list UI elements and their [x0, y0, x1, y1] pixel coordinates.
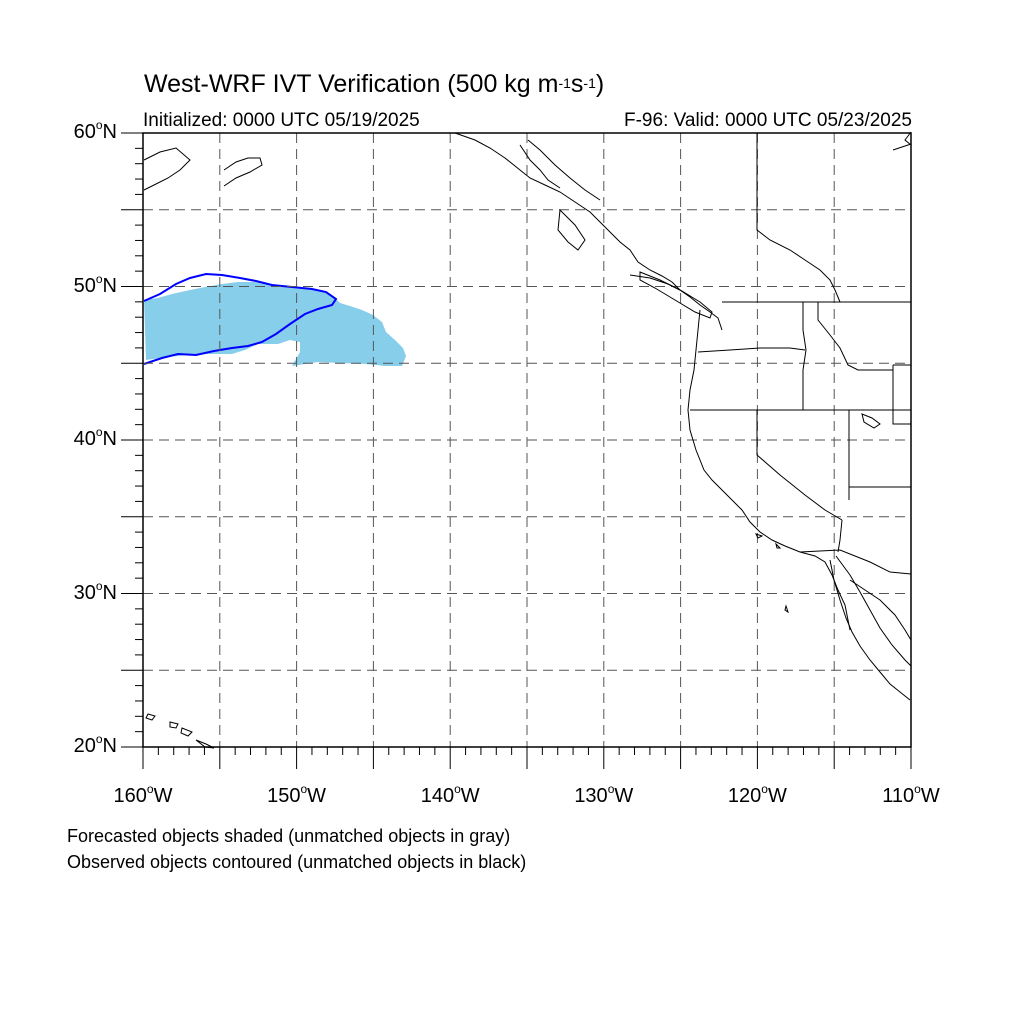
lat-label: 30oN	[73, 578, 117, 604]
lon-label: 130oW	[574, 782, 634, 807]
coastlines	[143, 131, 912, 749]
lon-label: 150oW	[267, 782, 327, 807]
lat-label: 50oN	[73, 271, 117, 297]
note-observed: Observed objects contoured (unmatched ob…	[67, 852, 527, 872]
forecast-ivt-object	[144, 282, 406, 366]
observed-ivt-contour	[143, 272, 338, 365]
lon-label: 140oW	[420, 782, 480, 807]
lon-label: 110oW	[882, 782, 940, 807]
axis-ticks	[121, 132, 912, 769]
lon-label: 160oW	[113, 782, 173, 807]
initialized-time: Initialized: 0000 UTC 05/19/2025	[143, 110, 420, 131]
chart-title: West-WRF IVT Verification (500 kg m-1s-1…	[144, 70, 605, 98]
note-forecast: Forecasted objects shaded (unmatched obj…	[67, 826, 511, 846]
grid-lines	[143, 133, 911, 747]
lat-label: 40oN	[73, 425, 117, 450]
lat-label: 60oN	[73, 118, 117, 143]
political-borders	[527, 133, 912, 575]
lat-label: 20oN	[73, 732, 117, 757]
valid-time: F-96: Valid: 0000 UTC 05/23/2025	[624, 110, 912, 131]
lon-label: 120oW	[727, 782, 787, 807]
